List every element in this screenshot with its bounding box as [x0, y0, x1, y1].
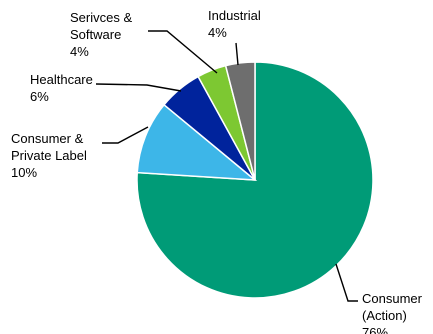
leader-line-industrial	[235, 42, 239, 66]
label-healthcare-percent: 6%	[30, 89, 49, 104]
label-consumer-action-line2: (Action)	[362, 308, 407, 323]
leader-line-consumer-private-label	[102, 126, 149, 144]
label-industrial-line1: Industrial	[208, 8, 261, 23]
pie-slice-consumer-private-label	[136, 103, 258, 181]
label-services-software-percent: 4%	[70, 44, 89, 59]
label-consumer-private-label-line1: Consumer &	[11, 131, 84, 146]
label-consumer-action-percent: 76%	[362, 325, 388, 334]
label-healthcare-line1: Healthcare	[30, 72, 93, 87]
leader-line-consumer-action	[335, 263, 358, 302]
label-consumer-action: Consumer (Action) 76%	[362, 291, 426, 334]
pie-slice-consumer-action	[136, 61, 374, 299]
label-consumer-action-line1: Consumer	[362, 291, 423, 306]
label-services-software-line1: Serivces &	[70, 10, 132, 25]
pie-slices	[136, 61, 374, 299]
label-services-software-line2: Software	[70, 27, 121, 42]
label-services-software: Serivces & Software 4%	[70, 10, 136, 59]
label-consumer-private-label-percent: 10%	[11, 165, 37, 180]
label-healthcare: Healthcare 6%	[30, 72, 97, 104]
pie-slice-industrial	[224, 61, 256, 181]
label-industrial: Industrial 4%	[208, 8, 264, 40]
label-consumer-private-label-line2: Private Label	[11, 148, 87, 163]
leader-line-healthcare	[95, 83, 182, 92]
leader-line-services-software	[148, 30, 218, 74]
label-consumer-private-label: Consumer & Private Label 10%	[11, 131, 91, 180]
label-industrial-percent: 4%	[208, 25, 227, 40]
